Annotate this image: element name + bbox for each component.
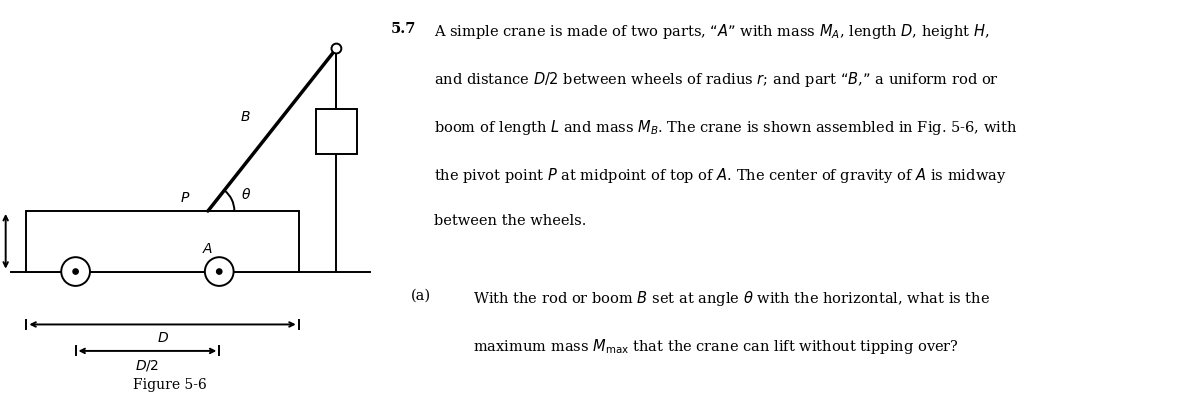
Text: $A$: $A$ (203, 242, 214, 256)
Text: the pivot point $P$ at midpoint of top of $A$. The center of gravity of $A$ is m: the pivot point $P$ at midpoint of top o… (434, 166, 1007, 186)
Text: boom of length $L$ and mass $M_B$. The crane is shown assembled in Fig. 5-6, wit: boom of length $L$ and mass $M_B$. The c… (434, 118, 1018, 138)
Text: A simple crane is made of two parts, “$A$” with mass $M_A$, length $D$, height $: A simple crane is made of two parts, “$A… (434, 22, 989, 42)
Text: $P$: $P$ (180, 191, 191, 205)
Text: $M'$: $M'$ (328, 124, 346, 139)
Bar (316, 109, 358, 154)
Bar (26, 211, 299, 271)
Text: and distance $D/2$ between wheels of radius $r$; and part “$B$,” a uniform rod o: and distance $D/2$ between wheels of rad… (434, 70, 998, 90)
Text: between the wheels.: between the wheels. (434, 214, 587, 228)
Text: With the rod or boom $B$ set at angle $\theta$ with the horizontal, what is the: With the rod or boom $B$ set at angle $\… (473, 289, 990, 308)
Text: $D$: $D$ (156, 331, 168, 345)
Circle shape (331, 44, 341, 53)
Text: Figure 5-6: Figure 5-6 (133, 378, 206, 392)
Circle shape (73, 269, 78, 274)
Circle shape (61, 257, 90, 286)
Text: $\theta$: $\theta$ (240, 186, 251, 201)
Text: maximum mass $M_{\mathrm{max}}$ that the crane can lift without tipping over?: maximum mass $M_{\mathrm{max}}$ that the… (473, 337, 959, 356)
Circle shape (205, 257, 234, 286)
Text: $B$: $B$ (240, 109, 251, 124)
Circle shape (216, 269, 222, 274)
Text: $D/2$: $D/2$ (136, 358, 160, 373)
Text: (a): (a) (410, 289, 431, 303)
Text: 5.7: 5.7 (390, 22, 415, 36)
